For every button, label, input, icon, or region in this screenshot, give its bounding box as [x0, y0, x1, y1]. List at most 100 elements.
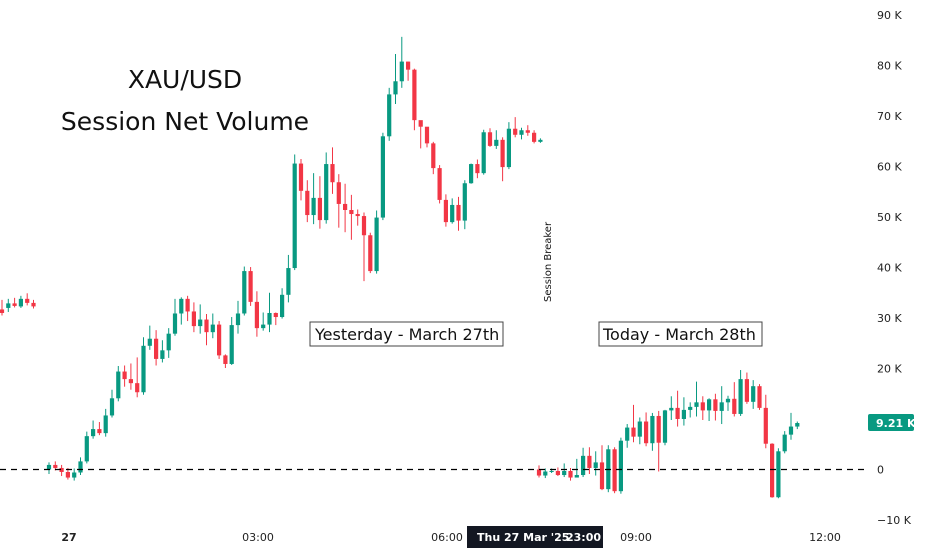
yesterday-candle — [223, 354, 228, 369]
prev-session-candle — [31, 299, 36, 309]
candle-body — [475, 164, 480, 174]
yesterday-candle — [481, 129, 486, 175]
candle-body — [46, 464, 52, 470]
candle-body — [574, 475, 579, 478]
candle-body — [587, 455, 592, 468]
x-tick-label: 27 — [61, 531, 76, 544]
prev-session-candle — [18, 295, 23, 308]
prev-session-candle — [25, 293, 30, 306]
candle-body — [59, 467, 64, 472]
yesterday-candle — [336, 174, 341, 228]
candle-body — [235, 313, 241, 326]
y-tick-label: 50 K — [877, 211, 902, 224]
candle-body — [172, 313, 178, 334]
yesterday-candle — [166, 328, 171, 358]
yesterday-candle — [116, 365, 121, 402]
candle-body — [273, 312, 278, 318]
yesterday-candle — [273, 312, 278, 326]
candle-body — [361, 216, 367, 236]
candle-body — [738, 379, 743, 414]
candle-body — [681, 409, 686, 419]
candle-body — [555, 470, 560, 476]
today-candle — [574, 458, 579, 478]
yesterday-candle — [97, 422, 102, 436]
today-candle — [599, 445, 605, 491]
session-breaker-label: Session Breaker — [543, 221, 554, 302]
yesterday-candle — [437, 165, 442, 204]
yesterday-candle — [217, 321, 222, 359]
yesterday-candle — [160, 340, 165, 363]
candle-body — [217, 324, 222, 356]
today-candle — [694, 381, 699, 417]
yesterday-candle — [185, 295, 190, 322]
today-candle — [656, 410, 661, 472]
candle-body — [694, 402, 699, 407]
candle-body — [725, 398, 731, 403]
today-candle — [662, 409, 668, 446]
yesterday-candle — [343, 183, 348, 233]
yesterday-candle — [387, 87, 392, 141]
candle-body — [487, 132, 493, 146]
yesterday-candle — [154, 330, 159, 366]
candle-body — [91, 429, 96, 437]
candle-body — [393, 81, 398, 95]
candle-body — [431, 143, 436, 169]
y-tick-label: 20 K — [877, 363, 902, 376]
candle-body — [0, 309, 5, 313]
candle-body — [581, 455, 586, 476]
svg-text:9.21 K: 9.21 K — [876, 417, 916, 430]
prev-session-candle — [12, 297, 17, 308]
today-candle — [637, 417, 642, 445]
y-tick-label: 30 K — [877, 312, 902, 325]
candle-body — [223, 355, 228, 364]
today-candle — [581, 447, 586, 478]
candle-body — [688, 406, 693, 410]
svg-text:23:00: 23:00 — [566, 531, 601, 544]
today-candle — [707, 398, 712, 422]
yesterday-candle — [59, 464, 64, 477]
candle-body — [618, 440, 623, 492]
yesterday-candle — [248, 267, 253, 306]
candle-body — [116, 371, 121, 399]
yesterday-candle — [368, 232, 373, 274]
x-tick-label: 12:00 — [809, 531, 841, 544]
candle-body — [336, 182, 341, 204]
yesterday-candle — [532, 130, 537, 144]
yesterday-candle — [204, 313, 209, 346]
candle-body — [84, 436, 89, 462]
today-candle — [788, 412, 794, 440]
yesterday-candle — [109, 389, 115, 418]
today-candle — [543, 468, 548, 479]
today-candle — [744, 372, 749, 404]
candle-body — [536, 469, 542, 476]
yesterday-candle — [311, 173, 316, 225]
yesterday-candle — [317, 176, 322, 229]
today-candle — [700, 396, 705, 420]
today-candle — [795, 421, 800, 430]
candle-body — [732, 398, 737, 414]
candle-body — [562, 470, 567, 476]
candle-body — [599, 462, 605, 490]
today-candle — [725, 395, 731, 411]
candle-body — [12, 303, 17, 306]
yesterday-candle — [128, 363, 133, 390]
candle-body — [330, 164, 335, 183]
candle-body — [744, 379, 749, 402]
candle-body — [612, 449, 617, 492]
candle-body — [103, 415, 108, 434]
candle-body — [443, 199, 448, 223]
yesterday-candle — [506, 122, 511, 170]
yesterday-candle — [147, 325, 152, 350]
y-tick-label: 60 K — [877, 161, 902, 174]
candle-body — [625, 427, 630, 441]
yesterday-candle — [46, 462, 52, 475]
candle-body — [700, 402, 705, 411]
x-tick-label: 03:00 — [242, 531, 274, 544]
candle-body — [675, 407, 680, 419]
y-tick-label: 40 K — [877, 262, 902, 275]
today-candle — [782, 431, 787, 454]
x-axis: 2703:0006:0009:0012:0015:0018:0003:0006:… — [61, 531, 841, 544]
candle-body — [242, 271, 247, 314]
candle-body — [298, 163, 304, 191]
